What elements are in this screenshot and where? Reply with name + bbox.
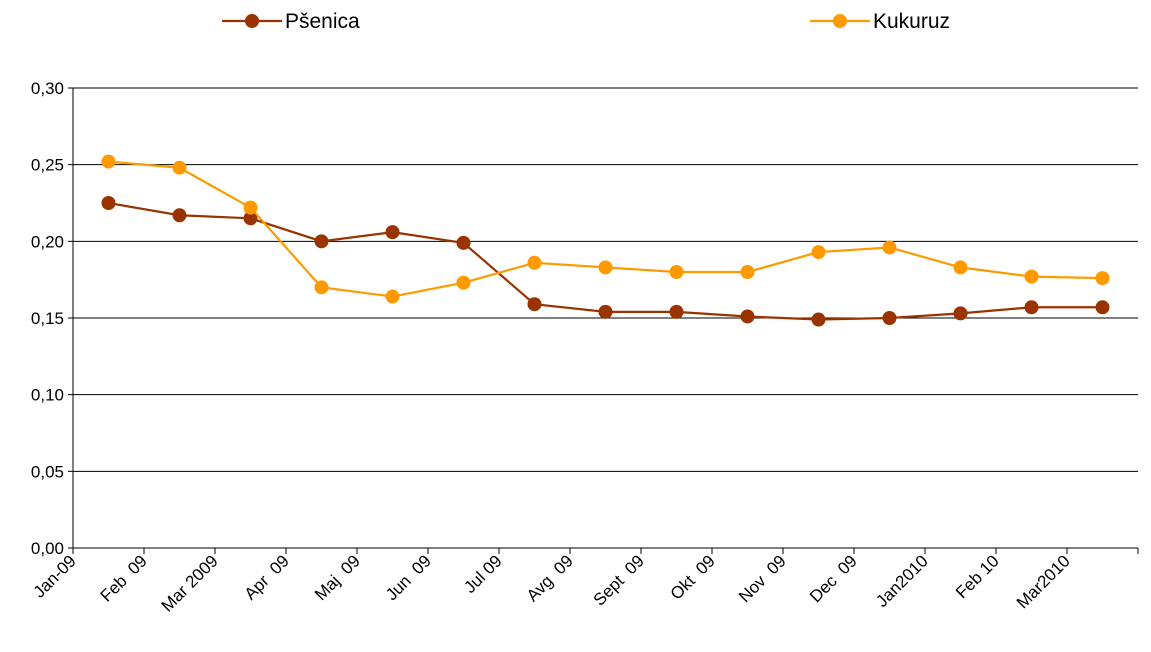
data-point	[243, 211, 258, 226]
y-tick-label: 0,25	[31, 156, 64, 175]
data-point	[101, 154, 116, 169]
x-tick-label: Feb 09	[97, 551, 151, 605]
x-tick-label: Jun 09	[382, 551, 435, 604]
x-axis-ticks: Jan-09 Feb 09 Mar 2009 Apr 09 Maj 09 Jun 09 Ju…	[30, 548, 1139, 616]
data-point	[811, 312, 826, 327]
x-tick-label: Avg 09	[523, 551, 577, 605]
data-point	[740, 309, 755, 324]
data-point	[1095, 271, 1110, 286]
x-tick-label: Nov 09	[735, 551, 790, 606]
data-point	[669, 265, 684, 279]
legend-label: Pšenica	[285, 10, 360, 33]
x-tick-label: Sept 09	[590, 551, 648, 609]
data-point	[314, 280, 329, 295]
data-point	[456, 275, 471, 290]
data-point	[385, 225, 400, 240]
x-tick-label: Okt 09	[667, 551, 719, 603]
y-axis-ticks: 0,00 0,05 0,10 0,15 0,20 0,25 0,30	[31, 79, 73, 558]
data-point	[811, 245, 826, 260]
y-tick-label: 0,00	[31, 539, 64, 558]
x-tick-label: Mar2010	[1013, 551, 1074, 612]
series-layer	[101, 154, 1110, 327]
data-point	[882, 311, 897, 325]
x-tick-label: Jan-09	[30, 551, 80, 601]
series-2	[101, 154, 1110, 304]
data-point	[243, 200, 258, 215]
data-point	[598, 260, 613, 275]
data-point	[527, 297, 542, 312]
data-point	[1095, 300, 1110, 315]
legend-label: Kukuruz	[873, 10, 950, 33]
x-tick-label: Apr 09	[241, 551, 293, 603]
data-point	[456, 235, 471, 250]
x-tick-label: Feb 10	[952, 551, 1003, 602]
data-point	[1024, 269, 1039, 284]
legend: Pšenica Kukuruz	[222, 10, 950, 33]
data-point	[669, 304, 684, 319]
x-tick-label: Jan2010	[872, 551, 932, 611]
data-point	[527, 255, 542, 270]
legend-marker	[245, 14, 259, 28]
y-tick-label: 0,10	[31, 386, 64, 405]
y-tick-label: 0,20	[31, 232, 64, 251]
gridlines	[73, 87, 1138, 472]
x-tick-label: Jul 09	[460, 551, 506, 597]
data-point	[953, 306, 968, 321]
x-tick-label: Mar 2009	[158, 551, 222, 615]
y-tick-label: 0,30	[31, 79, 64, 98]
data-point	[172, 160, 187, 175]
legend-marker	[833, 14, 847, 28]
legend-item: Pšenica	[222, 10, 360, 33]
y-tick-label: 0,05	[31, 462, 64, 481]
data-point	[101, 196, 116, 210]
data-point	[1024, 300, 1039, 315]
data-point	[598, 304, 613, 319]
x-tick-label: Maj 09	[311, 551, 364, 604]
data-point	[953, 260, 968, 275]
data-point	[740, 265, 755, 279]
data-point	[882, 240, 897, 255]
data-point	[172, 208, 187, 223]
data-point	[385, 289, 400, 304]
x-tick-label: Dec 09	[806, 551, 861, 606]
y-tick-label: 0,15	[31, 309, 64, 328]
legend-item: Kukuruz	[810, 10, 950, 33]
series-line	[108, 160, 1103, 298]
data-point	[314, 234, 329, 249]
series-1	[101, 196, 1110, 327]
